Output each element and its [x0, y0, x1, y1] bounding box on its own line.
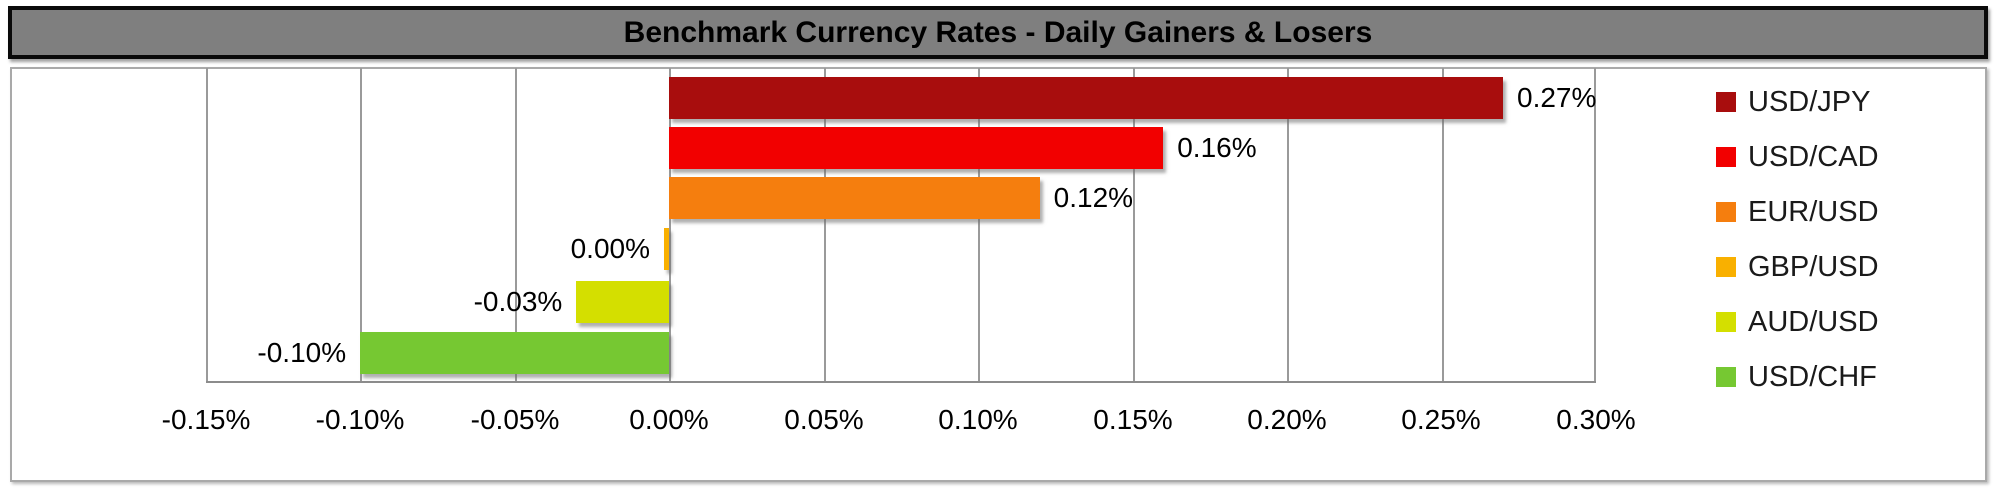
legend-item: USD/CHF	[1716, 361, 1879, 393]
legend-label: GBP/USD	[1748, 250, 1879, 283]
gridline	[1442, 68, 1444, 381]
chart-title: Benchmark Currency Rates - Daily Gainers…	[623, 15, 1373, 49]
gridline	[206, 68, 208, 381]
legend-swatch	[1716, 257, 1736, 277]
legend: USD/JPY USD/CAD EUR/USD GBP/USD AUD/USD …	[1716, 86, 1879, 393]
bar-eur-usd	[669, 177, 1040, 219]
bar-usd-chf	[360, 332, 669, 374]
bar-gbp-usd	[664, 228, 669, 270]
gridline	[1287, 68, 1289, 381]
legend-item: GBP/USD	[1716, 251, 1879, 283]
plot-area: 0.27% 0.16% 0.12% 0.00% -0.03% -0.10%	[206, 68, 1597, 383]
x-axis-tick-label: -0.10%	[315, 404, 405, 435]
x-axis-tick-label: 0.10%	[938, 404, 1018, 435]
x-axis-tick-label: -0.15%	[161, 404, 251, 435]
legend-swatch	[1716, 147, 1736, 167]
gridline	[360, 68, 362, 381]
x-axis-tick-label: -0.05%	[470, 404, 560, 435]
bar-value-label: -0.10%	[257, 337, 347, 368]
x-axis-tick-label: 0.30%	[1556, 404, 1636, 435]
gridline-zero	[669, 68, 671, 381]
legend-swatch	[1716, 312, 1736, 332]
legend-label: EUR/USD	[1748, 195, 1879, 228]
x-axis-tick-label: 0.05%	[784, 404, 864, 435]
legend-swatch	[1716, 202, 1736, 222]
x-axis: -0.15% -0.10% -0.05% 0.00% 0.05% 0.10% 0…	[0, 404, 2000, 444]
legend-label: USD/CAD	[1748, 140, 1879, 173]
x-axis-tick-label: 0.25%	[1401, 404, 1481, 435]
bar-value-label: 0.00%	[570, 233, 650, 264]
legend-swatch	[1716, 367, 1736, 387]
bar-value-label: 0.16%	[1177, 132, 1257, 163]
bar-value-label: 0.27%	[1517, 82, 1597, 113]
x-axis-tick-label: 0.00%	[629, 404, 709, 435]
bar-value-label: 0.12%	[1053, 182, 1134, 213]
gridline	[1594, 68, 1596, 381]
legend-item: EUR/USD	[1716, 196, 1879, 228]
legend-label: USD/CHF	[1748, 360, 1877, 393]
bar-aud-usd	[576, 281, 669, 323]
x-axis-line	[206, 381, 1596, 383]
gridline	[515, 68, 517, 381]
legend-item: USD/CAD	[1716, 141, 1879, 173]
legend-label: USD/JPY	[1748, 85, 1871, 118]
bar-usd-jpy	[669, 77, 1503, 119]
legend-swatch	[1716, 92, 1736, 112]
gridline	[1133, 68, 1135, 381]
legend-item: AUD/USD	[1716, 306, 1879, 338]
legend-label: AUD/USD	[1748, 305, 1879, 338]
bar-usd-cad	[669, 127, 1164, 169]
bar-value-label: -0.03%	[473, 286, 563, 317]
chart-title-bar: Benchmark Currency Rates - Daily Gainers…	[8, 6, 1988, 59]
gridline	[978, 68, 980, 381]
x-axis-tick-label: 0.20%	[1247, 404, 1327, 435]
legend-item: USD/JPY	[1716, 86, 1879, 118]
x-axis-tick-label: 0.15%	[1093, 404, 1173, 435]
gridline	[824, 68, 826, 381]
